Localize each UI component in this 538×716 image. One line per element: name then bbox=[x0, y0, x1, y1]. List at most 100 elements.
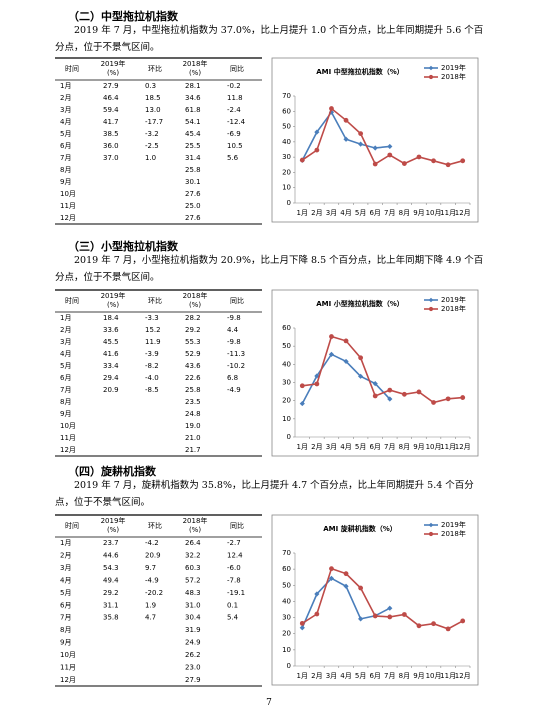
data-point bbox=[416, 154, 422, 160]
table-cell: 4月 bbox=[60, 118, 71, 126]
table-cell: 41.7 bbox=[103, 118, 119, 126]
legend-label: 2019年 bbox=[441, 520, 466, 529]
legend-marker bbox=[428, 297, 434, 303]
legend-label: 2019年 bbox=[441, 63, 466, 72]
table-cell: 23.0 bbox=[185, 663, 201, 671]
x-tick-label: 3月 bbox=[326, 443, 337, 451]
table-cell: 33.4 bbox=[103, 362, 119, 370]
section-heading: （四）旋耕机指数 bbox=[68, 465, 156, 478]
chart-frame bbox=[271, 57, 479, 223]
table-cell: 22.6 bbox=[185, 374, 201, 382]
x-tick-label: 9月 bbox=[413, 443, 424, 451]
table-cell: -6.0 bbox=[227, 564, 241, 572]
table-header: 环比 bbox=[148, 521, 162, 530]
data-point bbox=[358, 373, 364, 379]
table-cell: 12月 bbox=[60, 446, 76, 454]
x-tick-label: 3月 bbox=[326, 209, 337, 217]
legend-marker bbox=[428, 306, 434, 312]
data-point bbox=[299, 625, 305, 631]
table-cell: 12月 bbox=[60, 676, 76, 684]
table-cell: 37.0 bbox=[103, 154, 119, 162]
legend-marker bbox=[428, 522, 434, 528]
y-tick-label: 20 bbox=[282, 630, 291, 638]
table-cell: 12月 bbox=[60, 214, 76, 222]
section-paragraph: 2019 年 7 月，旋耕机指数为 35.8%，比上月提升 4.7 个百分点，比… bbox=[55, 480, 474, 508]
table-cell: 1.0 bbox=[145, 154, 156, 162]
data-point bbox=[387, 387, 393, 393]
y-tick-label: 20 bbox=[282, 397, 291, 405]
legend-label: 2019年 bbox=[441, 295, 466, 304]
legend-marker bbox=[428, 74, 434, 80]
x-tick-label: 8月 bbox=[399, 443, 410, 451]
table-cell: 3月 bbox=[60, 564, 71, 572]
table-cell: 6月 bbox=[60, 142, 71, 150]
data-point bbox=[329, 106, 334, 111]
table-cell: 7月 bbox=[60, 386, 71, 394]
y-tick-label: 10 bbox=[282, 184, 291, 192]
y-tick-label: 0 bbox=[287, 433, 291, 441]
data-point bbox=[401, 161, 407, 166]
table-cell: 28.2 bbox=[185, 314, 201, 322]
y-tick-label: 0 bbox=[287, 199, 291, 207]
table-cell: 54.1 bbox=[185, 118, 201, 126]
x-tick-label: 11月 bbox=[440, 672, 456, 680]
section-heading: （三）小型拖拉机指数 bbox=[68, 240, 178, 253]
table-cell: 5.6 bbox=[227, 154, 239, 162]
table-cell: 7月 bbox=[60, 154, 71, 162]
table-cell: 10月 bbox=[60, 190, 76, 198]
data-point bbox=[343, 338, 349, 344]
table-cell: 29.2 bbox=[103, 589, 119, 597]
table-cell: 6月 bbox=[60, 601, 71, 609]
table-cell: -17.7 bbox=[145, 118, 163, 126]
x-tick-label: 10月 bbox=[426, 672, 442, 680]
table-cell: 33.6 bbox=[103, 326, 119, 334]
x-tick-label: 2月 bbox=[311, 209, 322, 217]
x-tick-label: 1月 bbox=[297, 672, 308, 680]
y-tick-label: 0 bbox=[287, 662, 291, 670]
section-heading: （二）中型拖拉机指数 bbox=[68, 10, 178, 23]
table-cell: 28.1 bbox=[185, 82, 201, 90]
table-cell: 18.4 bbox=[103, 314, 119, 322]
table-cell: 1月 bbox=[60, 314, 71, 322]
table-cell: 34.6 bbox=[185, 94, 201, 102]
table-cell: 11.9 bbox=[145, 338, 161, 346]
data-point bbox=[372, 393, 378, 399]
table-cell: 18.5 bbox=[145, 94, 161, 102]
x-tick-label: 8月 bbox=[399, 672, 410, 680]
data-point bbox=[329, 334, 334, 339]
data-point bbox=[314, 611, 320, 617]
data-point bbox=[314, 381, 320, 387]
data-point bbox=[387, 605, 393, 611]
table-cell: 52.9 bbox=[185, 350, 201, 358]
table-header: 2018年 bbox=[183, 516, 208, 525]
table-cell: 48.3 bbox=[185, 589, 201, 597]
table-cell: 31.1 bbox=[103, 601, 119, 609]
table-cell: 35.8 bbox=[103, 614, 119, 622]
table-cell: -19.1 bbox=[227, 589, 245, 597]
table-cell: -10.2 bbox=[227, 362, 245, 370]
table-header: 2018年 bbox=[183, 291, 208, 300]
data-point bbox=[314, 129, 320, 135]
section-paragraph: 2019 年 7 月，中型拖拉机指数为 37.0%，比上月提升 1.0 个百分点… bbox=[55, 25, 484, 53]
table-cell: -8.2 bbox=[145, 362, 159, 370]
x-tick-label: 6月 bbox=[369, 209, 380, 217]
data-point bbox=[460, 158, 466, 164]
data-point bbox=[372, 613, 378, 619]
table-cell: 27.9 bbox=[185, 676, 201, 684]
table-cell: 20.9 bbox=[145, 552, 161, 560]
legend-label: 2018年 bbox=[441, 72, 466, 81]
data-point bbox=[343, 358, 349, 365]
table-cell: 2月 bbox=[60, 552, 71, 560]
table-cell: 45.4 bbox=[185, 130, 201, 138]
table-cell: 24.8 bbox=[185, 410, 201, 418]
table-cell: -12.4 bbox=[227, 118, 246, 126]
y-tick-label: 10 bbox=[282, 415, 291, 423]
x-tick-label: 9月 bbox=[413, 672, 424, 680]
table-cell: 11月 bbox=[60, 663, 76, 671]
table-cell: 61.8 bbox=[185, 106, 201, 114]
table-cell: 10月 bbox=[60, 651, 76, 659]
table-cell: 32.2 bbox=[185, 552, 201, 560]
table-cell: 54.3 bbox=[103, 564, 119, 572]
